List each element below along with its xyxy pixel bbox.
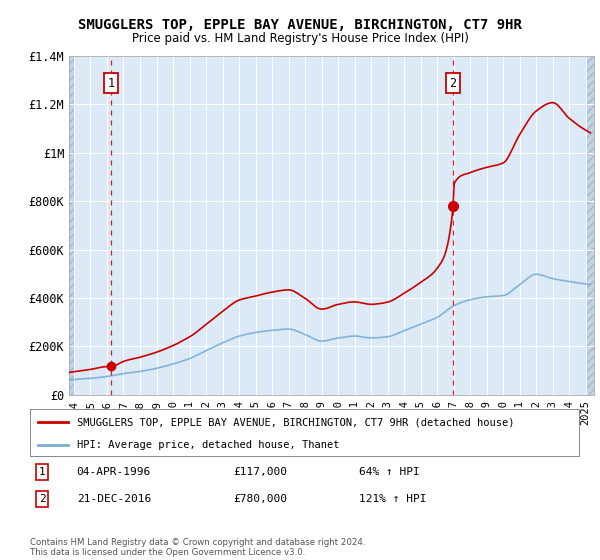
Text: HPI: Average price, detached house, Thanet: HPI: Average price, detached house, Than… [77, 440, 339, 450]
Text: 64% ↑ HPI: 64% ↑ HPI [359, 467, 420, 477]
Text: 121% ↑ HPI: 121% ↑ HPI [359, 494, 427, 504]
Bar [586, 56, 594, 395]
Text: £780,000: £780,000 [233, 494, 287, 504]
Bar [69, 56, 74, 395]
Text: SMUGGLERS TOP, EPPLE BAY AVENUE, BIRCHINGTON, CT7 9HR: SMUGGLERS TOP, EPPLE BAY AVENUE, BIRCHIN… [78, 18, 522, 32]
Text: Contains HM Land Registry data © Crown copyright and database right 2024.
This d: Contains HM Land Registry data © Crown c… [30, 538, 365, 557]
Text: 1: 1 [107, 77, 115, 90]
Text: Price paid vs. HM Land Registry's House Price Index (HPI): Price paid vs. HM Land Registry's House … [131, 32, 469, 45]
Text: SMUGGLERS TOP, EPPLE BAY AVENUE, BIRCHINGTON, CT7 9HR (detached house): SMUGGLERS TOP, EPPLE BAY AVENUE, BIRCHIN… [77, 417, 514, 427]
Text: 21-DEC-2016: 21-DEC-2016 [77, 494, 151, 504]
Text: 1: 1 [39, 467, 46, 477]
Text: £117,000: £117,000 [233, 467, 287, 477]
Text: 04-APR-1996: 04-APR-1996 [77, 467, 151, 477]
Text: 2: 2 [39, 494, 46, 504]
Text: 2: 2 [449, 77, 457, 90]
